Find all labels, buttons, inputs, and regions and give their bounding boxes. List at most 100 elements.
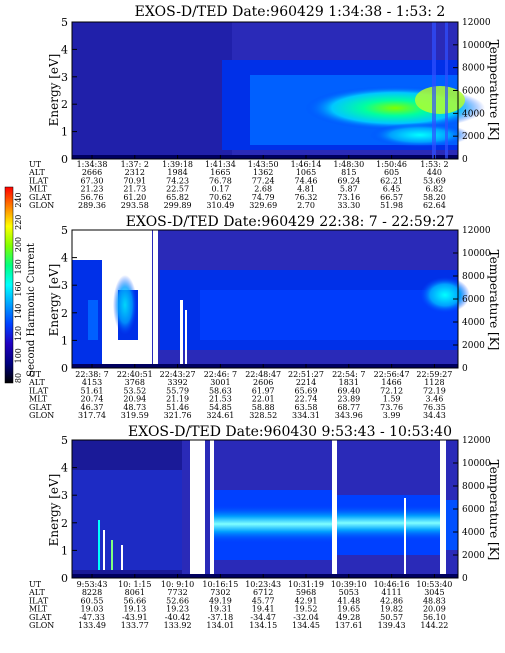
ephemeris-value: 299.89: [164, 201, 192, 210]
ephemeris-value: 56.76: [81, 193, 104, 202]
panel-3-x-ticks: [91, 574, 435, 578]
ephemeris-value: 22:59:27: [416, 370, 452, 379]
ephemeris-value: 10: 1:15: [118, 580, 151, 589]
ephemeris-value: 6.82: [425, 185, 443, 194]
ephemeris-value: 2.70: [297, 201, 315, 210]
y2-tick-label: 2000: [462, 551, 485, 561]
ephemeris-value: 60.55: [81, 596, 104, 605]
ephemeris-value: 4153: [82, 378, 102, 387]
ephemeris-value: 49.28: [337, 613, 360, 622]
panel-3-y2label: Temperature [K]: [487, 460, 501, 561]
ephemeris-value: 1065: [296, 168, 316, 177]
y2-tick-label: 8000: [462, 64, 485, 74]
y2-tick-label: 12000: [462, 18, 491, 28]
colorbar: 240 220 200 180 160 140 120 100 80 Second Harmon…: [4, 186, 37, 384]
ephemeris-value: 22.74: [295, 395, 318, 404]
row-label: UT: [29, 580, 42, 589]
ephemeris-value: 48.83: [423, 596, 446, 605]
ephemeris-value: 3045: [424, 588, 444, 597]
ephemeris-value: 45.77: [252, 596, 275, 605]
ephemeris-value: 317.74: [78, 411, 106, 420]
y2-tick-label: 6000: [462, 505, 485, 515]
ephemeris-value: 34.43: [423, 411, 446, 420]
ephemeris-value: 1.59: [383, 395, 401, 404]
ephemeris-value: 334.31: [292, 411, 320, 420]
ephemeris-value: 62.21: [380, 176, 403, 185]
colorbar-tick-label: 120: [14, 326, 23, 341]
ephemeris-value: 74.23: [166, 176, 189, 185]
ephemeris-value: 51.46: [166, 403, 189, 412]
ephemeris-value: 605: [384, 168, 399, 177]
ephemeris-value: 21.53: [209, 395, 232, 404]
ephemeris-value: 10:31:19: [288, 580, 324, 589]
ephemeris-value: 815: [341, 168, 356, 177]
row-label: ALT: [28, 588, 45, 597]
ephemeris-value: 54.85: [209, 403, 232, 412]
y2-tick-label: 0: [462, 574, 468, 584]
ephemeris-value: 70.62: [209, 193, 232, 202]
ephemeris-value: 133.77: [121, 621, 149, 630]
ephemeris-value: 324.61: [206, 411, 234, 420]
ephemeris-value: 9:53:43: [77, 580, 108, 589]
ephemeris-value: 58.20: [423, 193, 446, 202]
ephemeris-value: 134.45: [292, 621, 320, 630]
row-label: MLT: [29, 185, 48, 194]
panel-2-y2label: Temperature [K]: [487, 250, 501, 351]
ephemeris-value: 20.09: [423, 605, 446, 614]
row-label: GLAT: [29, 403, 52, 412]
y2-tick-label: 0: [462, 155, 468, 165]
ephemeris-value: 8228: [82, 588, 102, 597]
ephemeris-value: 20.74: [81, 395, 104, 404]
ephemeris-value: 65.82: [166, 193, 189, 202]
ephemeris-value: 41.48: [337, 596, 360, 605]
ephemeris-value: 137.61: [335, 621, 363, 630]
ephemeris-value: 42.86: [380, 596, 403, 605]
ephemeris-value: 5968: [296, 588, 316, 597]
ephemeris-value: 139.43: [378, 621, 406, 630]
ephemeris-value: 22:48:47: [245, 370, 281, 379]
ephemeris-value: 2606: [253, 378, 273, 387]
ephemeris-value: 310.49: [206, 201, 234, 210]
row-label: MLT: [29, 395, 48, 404]
ephemeris-value: 62.64: [423, 201, 446, 210]
ephemeris-value: 1:39:18: [162, 160, 193, 169]
ephemeris-value: 19.31: [209, 605, 232, 614]
row-label: GLAT: [29, 613, 52, 622]
y-tick-label: 2: [61, 98, 68, 111]
ephemeris-value: 19.41: [252, 605, 275, 614]
ephemeris-value: -43.91: [122, 613, 148, 622]
panel-1-x-ticks: [91, 155, 435, 159]
ephemeris-value: 3.46: [425, 395, 443, 404]
y2-tick-label: 4000: [462, 528, 485, 538]
ephemeris-value: 50.57: [380, 613, 403, 622]
ephemeris-value: 58.88: [252, 403, 275, 412]
ephemeris-value: 22:56:47: [374, 370, 410, 379]
ephemeris-value: 289.36: [78, 201, 106, 210]
ephemeris-value: 2666: [82, 168, 102, 177]
row-label: GLON: [29, 411, 54, 420]
row-label: ALT: [28, 168, 45, 177]
ephemeris-value: 33.30: [337, 201, 360, 210]
colorbar-label: Second Harmonic Current: [26, 243, 37, 377]
y2-tick-label: 6000: [462, 295, 485, 305]
y-tick-label: 4: [61, 252, 68, 265]
ephemeris-value: 1362: [253, 168, 273, 177]
ephemeris-value: 51.98: [380, 201, 403, 210]
panel-2: EXOS-D/TED Date:960429 22:38: 7 - 22:59:…: [28, 214, 501, 420]
y-tick-label: 1: [61, 334, 68, 347]
ephemeris-value: -37.18: [208, 613, 234, 622]
row-label: UT: [29, 160, 42, 169]
panel-3-title: EXOS-D/TED Date:960430 9:53:43 - 10:53:4…: [128, 424, 452, 440]
y2-tick-label: 12000: [462, 436, 491, 446]
ephemeris-value: 23.89: [337, 395, 360, 404]
ephemeris-value: 8061: [125, 588, 145, 597]
row-label: GLON: [29, 621, 54, 630]
ephemeris-value: 1:34:38: [77, 160, 108, 169]
ephemeris-value: 21.23: [81, 185, 104, 194]
panel-1-spectrogram: [72, 22, 485, 159]
row-label: GLON: [29, 201, 54, 210]
ephemeris-value: 67.30: [81, 176, 104, 185]
colorbar-tick-label: 200: [14, 237, 23, 252]
